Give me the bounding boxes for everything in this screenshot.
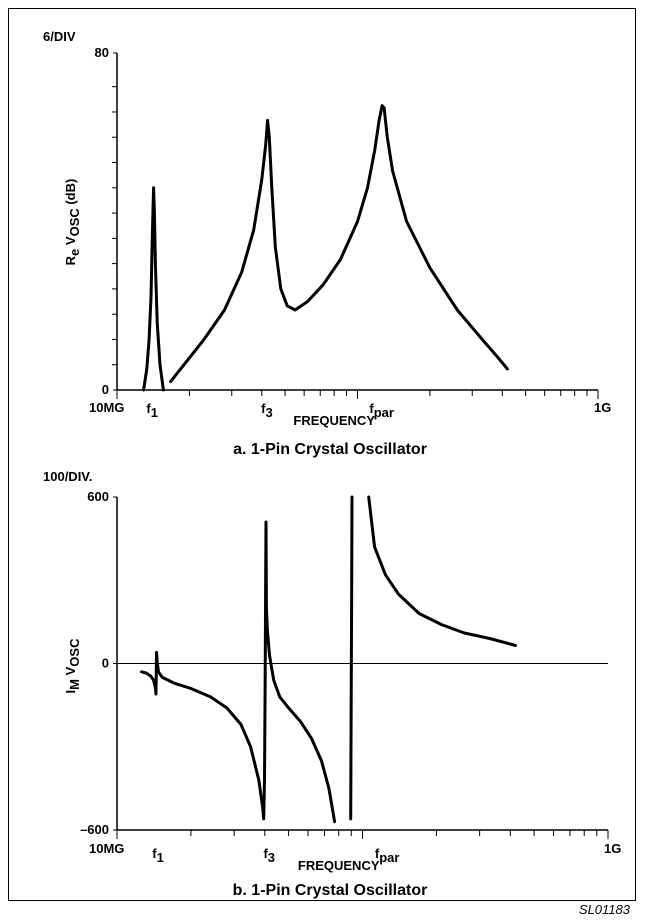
y-axis-title: Re VOSC (dB) — [63, 179, 82, 266]
x-marker-label-f3: f3 — [263, 846, 275, 865]
x-marker-label-f1: f1 — [146, 401, 158, 420]
y-tick-label: 0 — [102, 382, 109, 397]
x-marker-label-f1: f1 — [152, 846, 164, 865]
x-tick-label-left: 10MG — [89, 841, 124, 856]
x-marker-label-f3: f3 — [261, 401, 273, 420]
chart-caption: a. 1-Pin Crystal Oscillator — [233, 441, 427, 458]
figure-code-label: SL01183 — [579, 902, 631, 917]
chart-caption: b. 1-Pin Crystal Oscillator — [233, 882, 428, 899]
x-marker-label-fpar: fpar — [375, 846, 400, 865]
x-axis-title: FREQUENCY — [293, 413, 375, 428]
y-tick-label: 600 — [87, 489, 109, 504]
y-tick-label: –600 — [80, 822, 109, 837]
y-tick-label: 0 — [102, 656, 109, 671]
figure-frame — [8, 8, 636, 901]
scale-label: 6/DIV — [43, 29, 76, 44]
series-line-2 — [169, 104, 509, 384]
y-axis-title: IM VOSC — [63, 638, 82, 694]
series-line-3 — [367, 495, 517, 647]
scale-label: 100/DIV. — [43, 469, 92, 484]
x-marker-label-fpar: fpar — [369, 401, 394, 420]
y-tick-label: 80 — [95, 45, 109, 60]
y-axis-title-text: Re VOSC (dB) — [63, 179, 82, 266]
x-tick-label-right: 1G — [604, 841, 621, 856]
series-line-2 — [349, 495, 354, 821]
x-tick-label-left: 10MG — [89, 400, 124, 415]
x-axis-title: FREQUENCY — [298, 858, 380, 873]
x-tick-label-right: 1G — [594, 400, 611, 415]
y-axis-title-text: IM VOSC — [63, 638, 82, 694]
series-line-1 — [142, 186, 165, 392]
series-line-1 — [140, 520, 337, 824]
